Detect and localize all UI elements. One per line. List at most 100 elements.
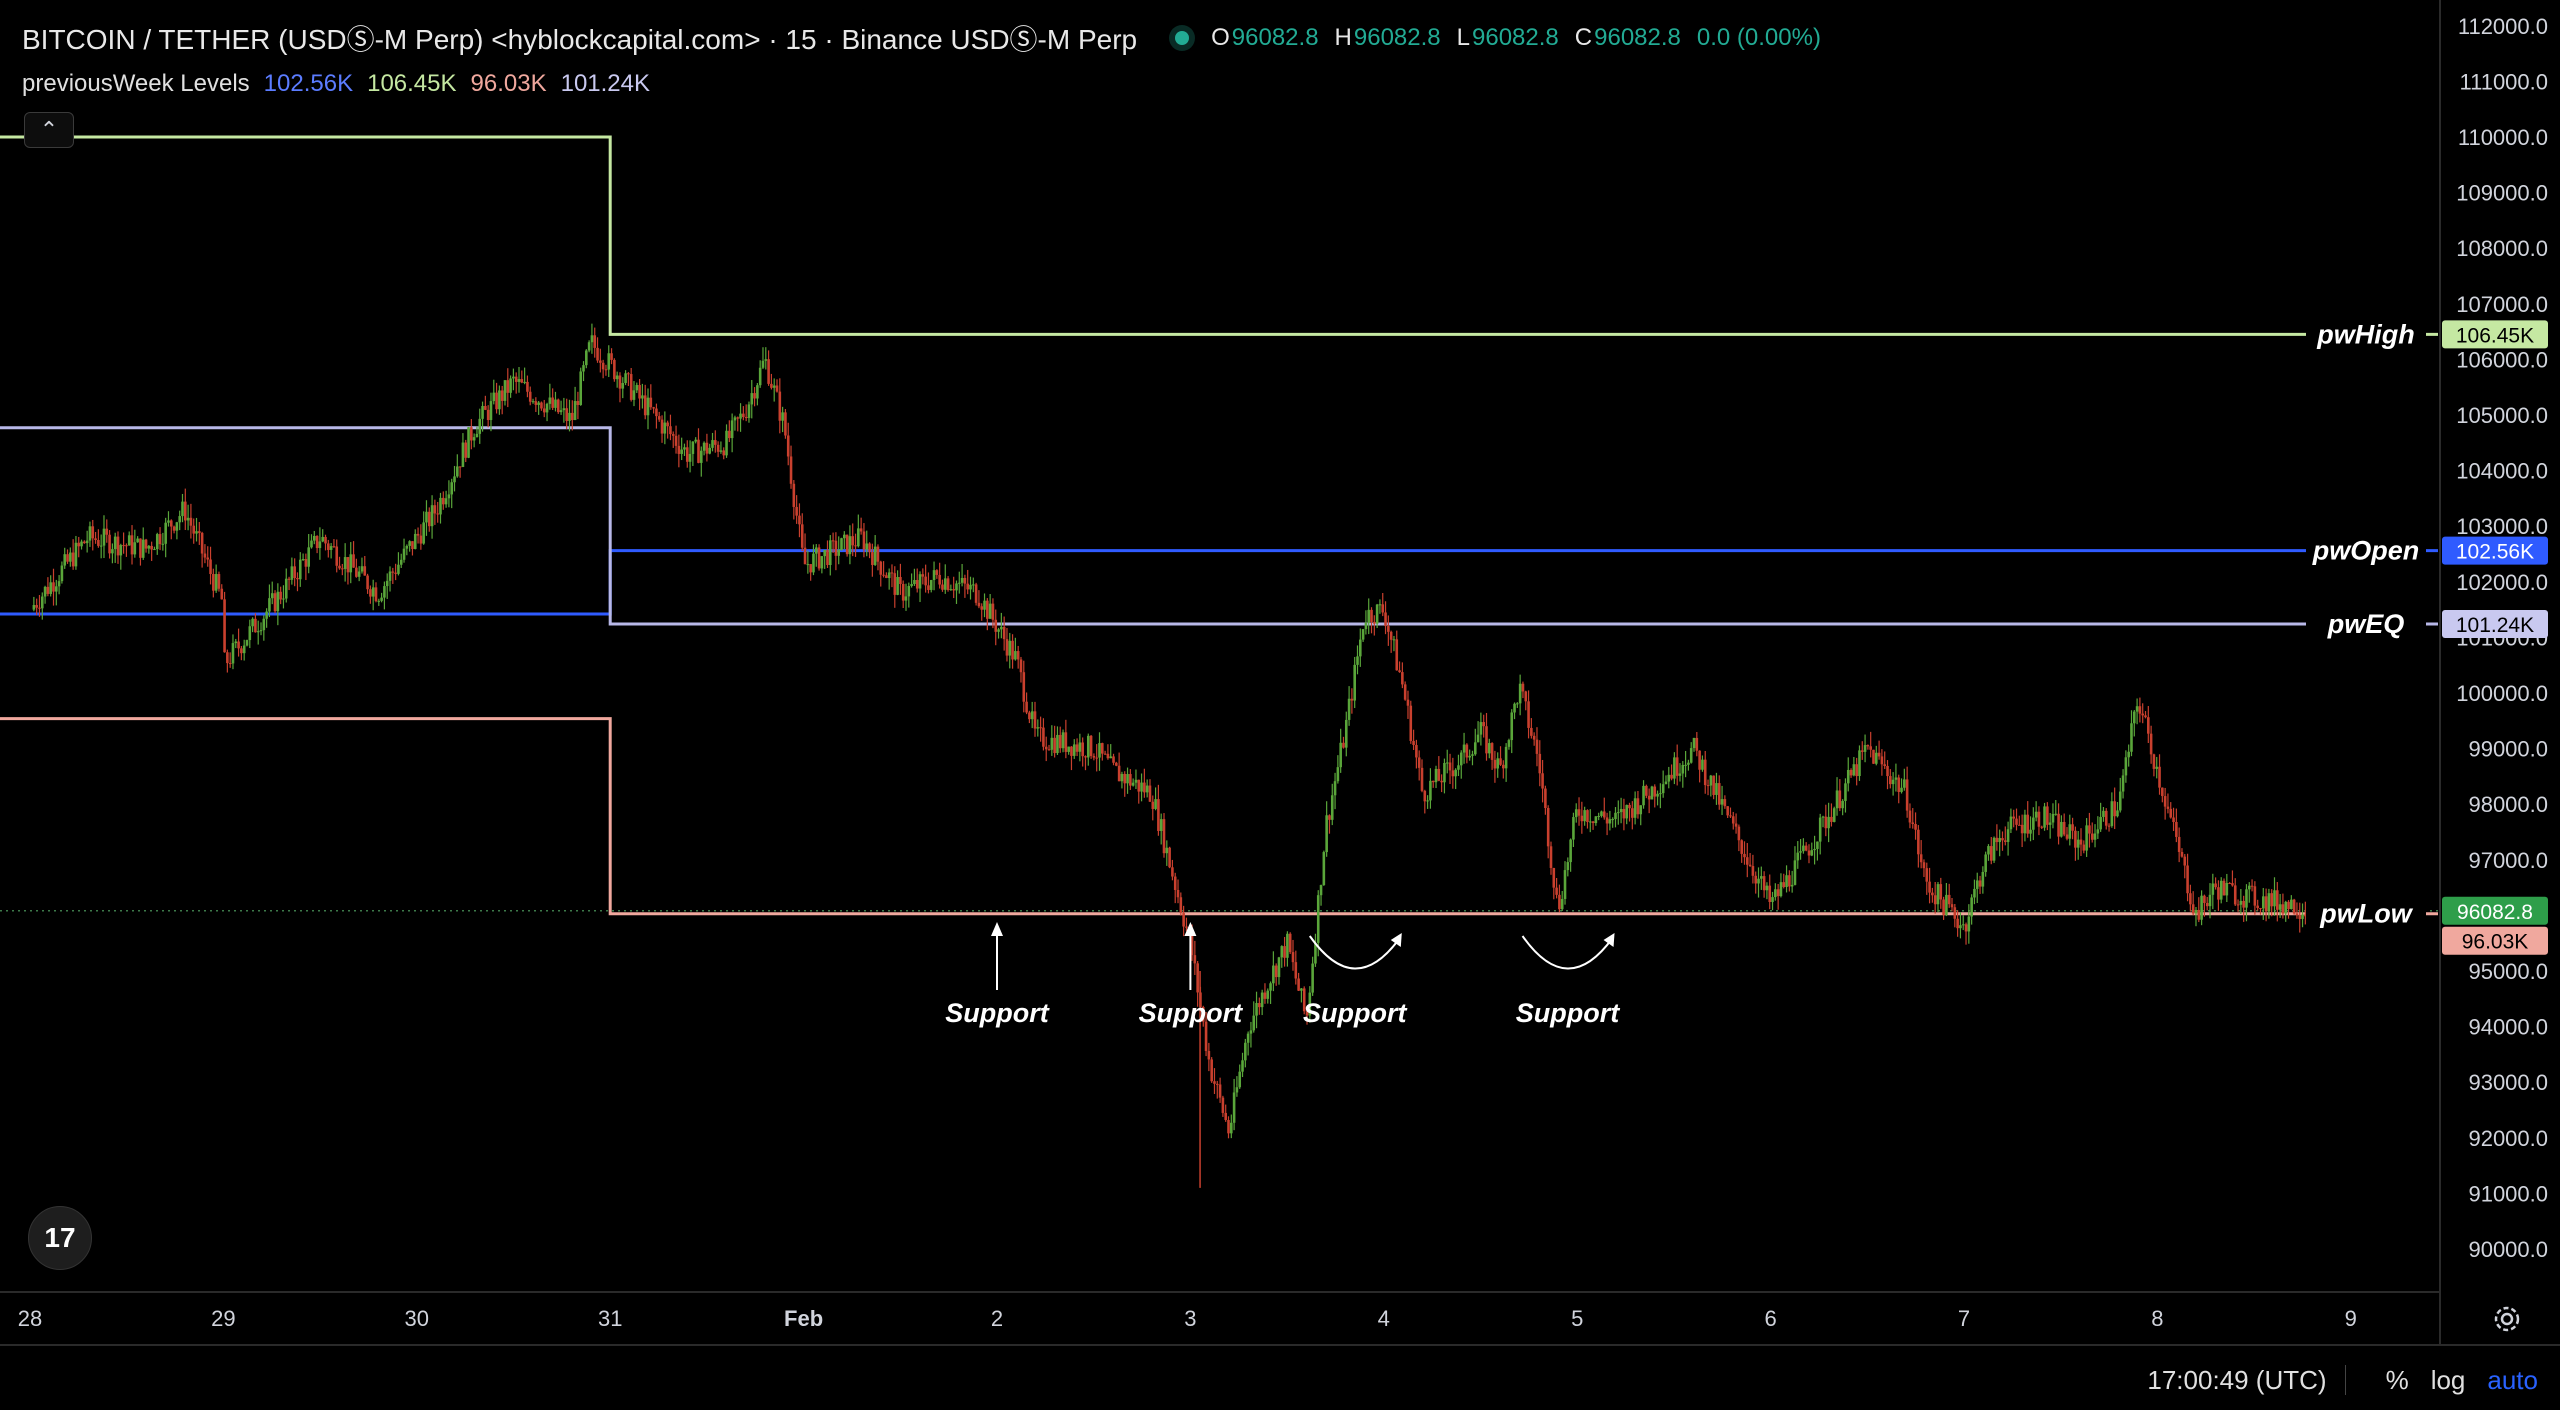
candle-body: [1039, 727, 1042, 729]
candle-body: [1465, 744, 1469, 758]
candle-body: [1530, 727, 1533, 736]
collapse-legend-button[interactable]: ⌃: [24, 112, 74, 148]
candle-body: [2149, 733, 2153, 755]
candle-body: [1373, 621, 1376, 624]
percent-scale-toggle[interactable]: %: [2385, 1364, 2409, 1395]
candle-body: [1255, 1003, 1258, 1016]
level-label-pwopen: pwOpen: [2312, 536, 2420, 566]
candle-body: [2214, 883, 2217, 888]
candle-body: [1771, 897, 1774, 902]
tradingview-logo-icon[interactable]: 17: [28, 1206, 92, 1270]
candle-body: [1213, 1081, 1216, 1084]
candle-body: [1451, 770, 1455, 777]
candle-body: [1846, 769, 1850, 784]
candle-body: [1056, 734, 1059, 754]
candle-body: [641, 395, 644, 399]
candle-body: [814, 547, 818, 554]
candle-body: [1258, 1003, 1261, 1008]
candle-body: [287, 578, 291, 580]
utc-clock[interactable]: 17:00:49 (UTC): [2147, 1364, 2327, 1395]
candle-body: [2076, 839, 2080, 848]
time-tick-label: 9: [2345, 1306, 2357, 1331]
candle-body: [1053, 737, 1056, 754]
candle-body: [1473, 742, 1477, 755]
indicator-value-pwopen: 102.56K: [263, 70, 354, 97]
indicator-name[interactable]: previousWeek Levels: [22, 70, 250, 97]
candle-body: [1737, 826, 1741, 841]
candle-body: [1431, 780, 1435, 783]
candle-body: [1830, 816, 1833, 822]
candle-body: [1162, 819, 1166, 854]
candle-body: [399, 559, 403, 565]
candle-body: [1995, 837, 1999, 843]
candle-body: [1485, 726, 1488, 754]
candle-body: [800, 524, 804, 548]
settings-gear-icon[interactable]: [2490, 1302, 2524, 1336]
candle-body: [910, 584, 913, 587]
level-label-bg: [2306, 314, 2426, 355]
candle-body: [116, 536, 120, 556]
candle-body: [1168, 847, 1171, 868]
candle-body: [868, 543, 871, 553]
candle-body: [587, 342, 591, 351]
candle-body: [803, 547, 807, 565]
candle-body: [980, 606, 984, 610]
candle-body: [1230, 1122, 1233, 1134]
candle-body: [1291, 952, 1295, 963]
candle-body: [307, 547, 310, 567]
candle-body: [1246, 1033, 1250, 1043]
candle-body: [1647, 795, 1651, 800]
candle-body: [924, 576, 927, 586]
auto-scale-toggle[interactable]: auto: [2487, 1364, 2538, 1395]
log-scale-toggle[interactable]: log: [2430, 1364, 2466, 1395]
candle-body: [1036, 727, 1040, 729]
candle-body: [1137, 779, 1141, 792]
candle-body: [186, 517, 190, 521]
candle-body: [1782, 882, 1786, 887]
candle-body: [927, 585, 930, 590]
candle-body: [559, 410, 563, 413]
candle-body: [1201, 1007, 1205, 1022]
candle-body: [2068, 824, 2072, 839]
candle-body: [1513, 703, 1516, 713]
price-tag-text-pwhigh: 106.45K: [2456, 324, 2534, 347]
candle-body: [1650, 786, 1654, 800]
candle-body: [1667, 774, 1671, 782]
symbol-title[interactable]: BITCOIN / TETHER (USDⓈ-M Perp) <hyblockc…: [22, 24, 1138, 55]
candle-body: [1333, 781, 1337, 796]
candle-body: [714, 440, 717, 445]
candle-body: [296, 577, 299, 580]
candle-body: [1011, 640, 1014, 660]
candle-body: [1698, 750, 1701, 770]
candle-body: [427, 511, 431, 527]
indicator-legend[interactable]: previousWeek Levels 102.56K 106.45K 96.0…: [22, 66, 650, 102]
candle-body: [643, 395, 647, 416]
candle-body: [46, 586, 50, 594]
price-axis: 112000.0 111000.0 110000.0 109000.0 108000.0…: [2439, 0, 2548, 1345]
last-price-tag-text: 96082.8: [2457, 901, 2533, 924]
candle-body: [1998, 838, 2001, 843]
price-tick-label: 98000.0: [2468, 792, 2548, 817]
candle-body: [1420, 767, 1424, 791]
candle-body: [977, 602, 981, 607]
candle-body: [1196, 963, 1199, 993]
candle-body: [2247, 885, 2251, 890]
candle-body: [974, 584, 978, 603]
candle-body: [1673, 757, 1676, 779]
candle-body: [1244, 1042, 1247, 1061]
candle-body: [1502, 764, 1505, 769]
candle-body: [1950, 904, 1954, 908]
candle-body: [663, 422, 667, 434]
candle-body: [554, 399, 557, 408]
candle-body: [2189, 893, 2192, 905]
candle-body: [237, 641, 240, 649]
price-tick-label: 90000.0: [2468, 1237, 2548, 1262]
candle-body: [988, 603, 992, 619]
candle-body: [1816, 841, 1819, 849]
candle-body: [1459, 752, 1463, 766]
candle-body: [1645, 785, 1648, 796]
candle-body: [1984, 854, 1987, 872]
candle-body: [1457, 765, 1460, 770]
candle-body: [1600, 811, 1603, 816]
